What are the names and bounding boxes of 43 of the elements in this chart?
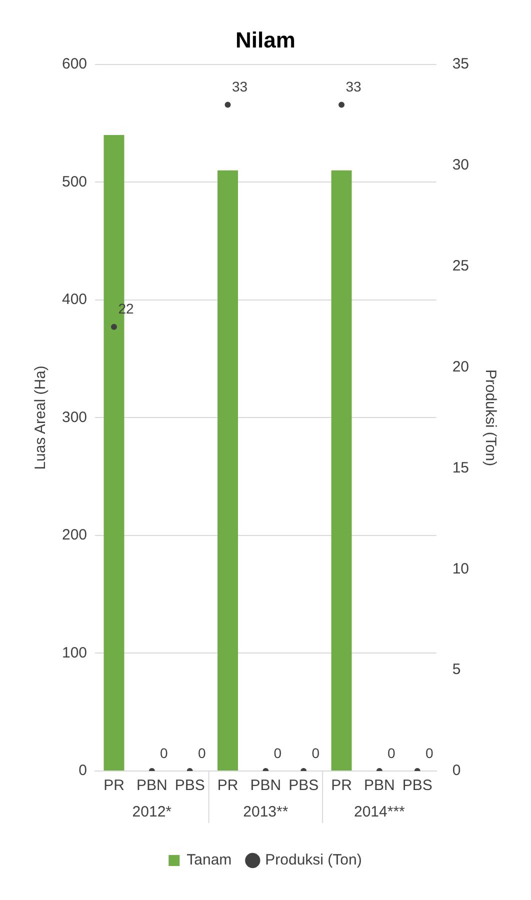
data-label: 33: [232, 78, 248, 95]
x-tick-label: PBS: [288, 777, 319, 794]
y-tick-label: 300: [62, 408, 88, 426]
chart-title: Nilam: [236, 27, 296, 52]
text: 2014***: [354, 804, 406, 821]
y-tick-label: 500: [62, 173, 88, 190]
text: 2012*: [132, 804, 172, 821]
data-label: 0: [160, 744, 168, 761]
y2-tick-label: 25: [452, 257, 470, 274]
y-tick-label: 0: [78, 762, 88, 780]
y-tick-label: 100: [62, 644, 88, 662]
y2-tick-label: 0: [452, 762, 461, 780]
y2-axis-title: Produksi (Ton): [482, 369, 499, 466]
y2-tick-label: 5: [452, 661, 461, 678]
x-tick-label: PBS: [174, 777, 205, 794]
text: 2013**: [243, 804, 288, 821]
y-tick-label: 400: [62, 291, 88, 308]
y-tick-label: 200: [62, 526, 88, 544]
x-tick-label: PBN: [136, 777, 168, 794]
y2-tick-label: 20: [452, 358, 470, 376]
y2-tick-label: 10: [452, 560, 470, 578]
data-label: 0: [425, 744, 434, 761]
x-tick-label: PR: [331, 777, 352, 794]
x-tick-label: PBN: [250, 777, 282, 794]
y-axis-title: Luas Areal (Ha): [32, 366, 50, 470]
legend-label: Tanam: [186, 852, 232, 869]
point: [338, 102, 345, 108]
legend-label: Produksi (Ton): [265, 852, 362, 869]
data-label: 0: [312, 744, 320, 761]
x-tick-label: PR: [217, 777, 238, 794]
y2-tick-label: 15: [452, 459, 470, 476]
data-label: 0: [388, 744, 396, 761]
data-label: 0: [198, 744, 206, 761]
x-tick-label: PBN: [364, 777, 395, 794]
y2-tick-label: 35: [452, 56, 470, 73]
data-label: 33: [346, 78, 362, 95]
point: [110, 324, 117, 330]
x-tick-label: PR: [104, 777, 125, 794]
point: [224, 102, 231, 108]
data-label: 0: [274, 744, 282, 761]
y-tick-label: 600: [62, 56, 88, 73]
x-tick-label: PBS: [402, 777, 432, 794]
y2-tick-label: 30: [452, 156, 470, 174]
